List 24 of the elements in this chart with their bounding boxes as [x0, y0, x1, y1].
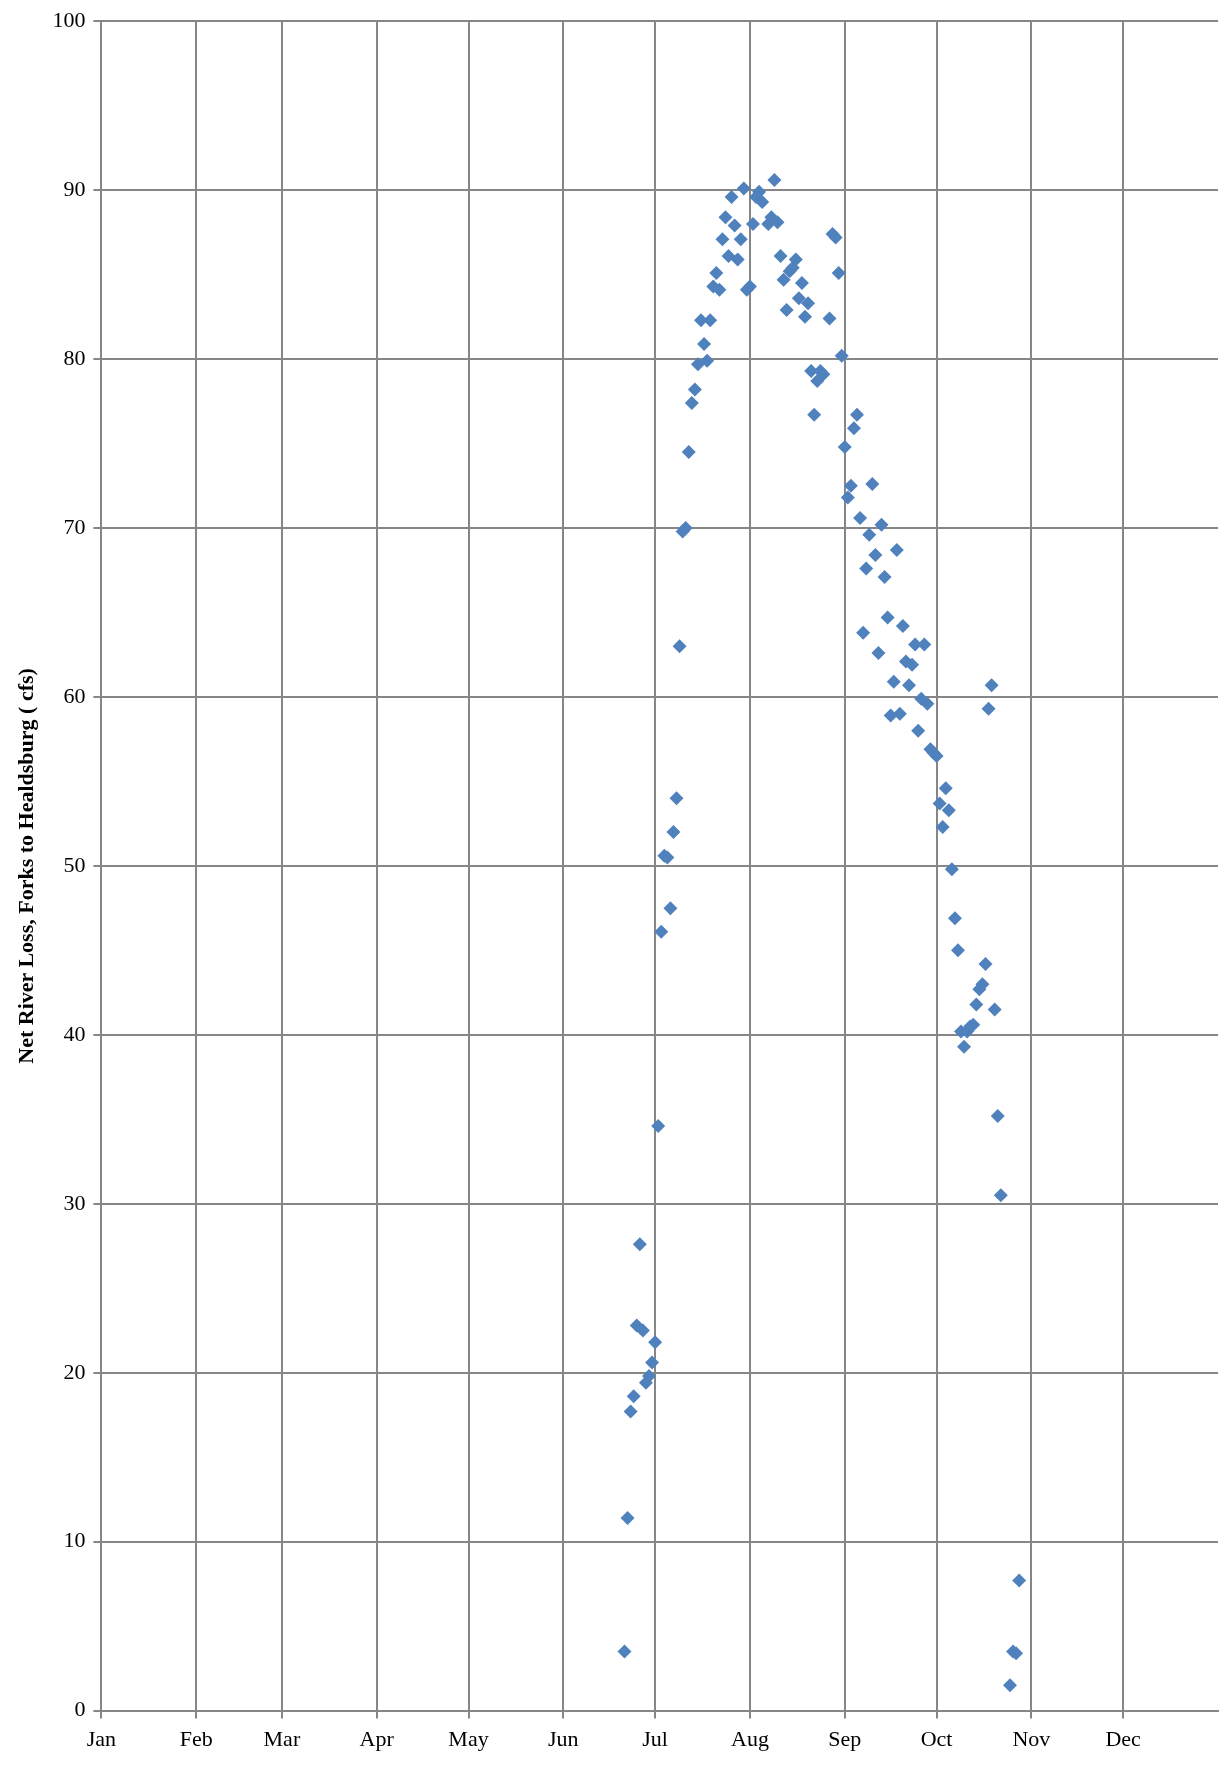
x-tick-label: Jun: [548, 1725, 579, 1751]
y-axis-title: Net River Loss, Forks to Healdsburg ( cfs): [12, 668, 38, 1064]
y-tick-label: 20: [63, 1358, 86, 1384]
x-tick-label: Jul: [642, 1725, 668, 1751]
x-tick-label: Jan: [86, 1725, 117, 1751]
y-tick-label: 90: [63, 175, 86, 201]
x-tick-label: Sep: [828, 1725, 862, 1751]
x-tick-label: Nov: [1012, 1725, 1051, 1751]
x-tick-label: May: [448, 1725, 489, 1751]
y-tick-label: 60: [63, 682, 86, 708]
x-tick-label: Aug: [731, 1725, 769, 1751]
y-tick-label: 80: [63, 344, 86, 370]
y-tick-label: 100: [52, 6, 86, 32]
y-tick-label: 10: [63, 1527, 86, 1553]
y-tick-label: 40: [63, 1020, 86, 1046]
y-tick-label: 0: [74, 1696, 86, 1722]
x-tick-label: Mar: [263, 1725, 301, 1751]
y-tick-label: 70: [63, 513, 86, 539]
y-tick-label: 30: [63, 1189, 86, 1215]
x-tick-label: Oct: [920, 1725, 953, 1751]
y-tick-label: 50: [63, 851, 86, 877]
x-tick-label: Dec: [1105, 1725, 1142, 1751]
x-tick-label: Apr: [359, 1725, 395, 1751]
x-tick-label: Feb: [179, 1725, 213, 1751]
